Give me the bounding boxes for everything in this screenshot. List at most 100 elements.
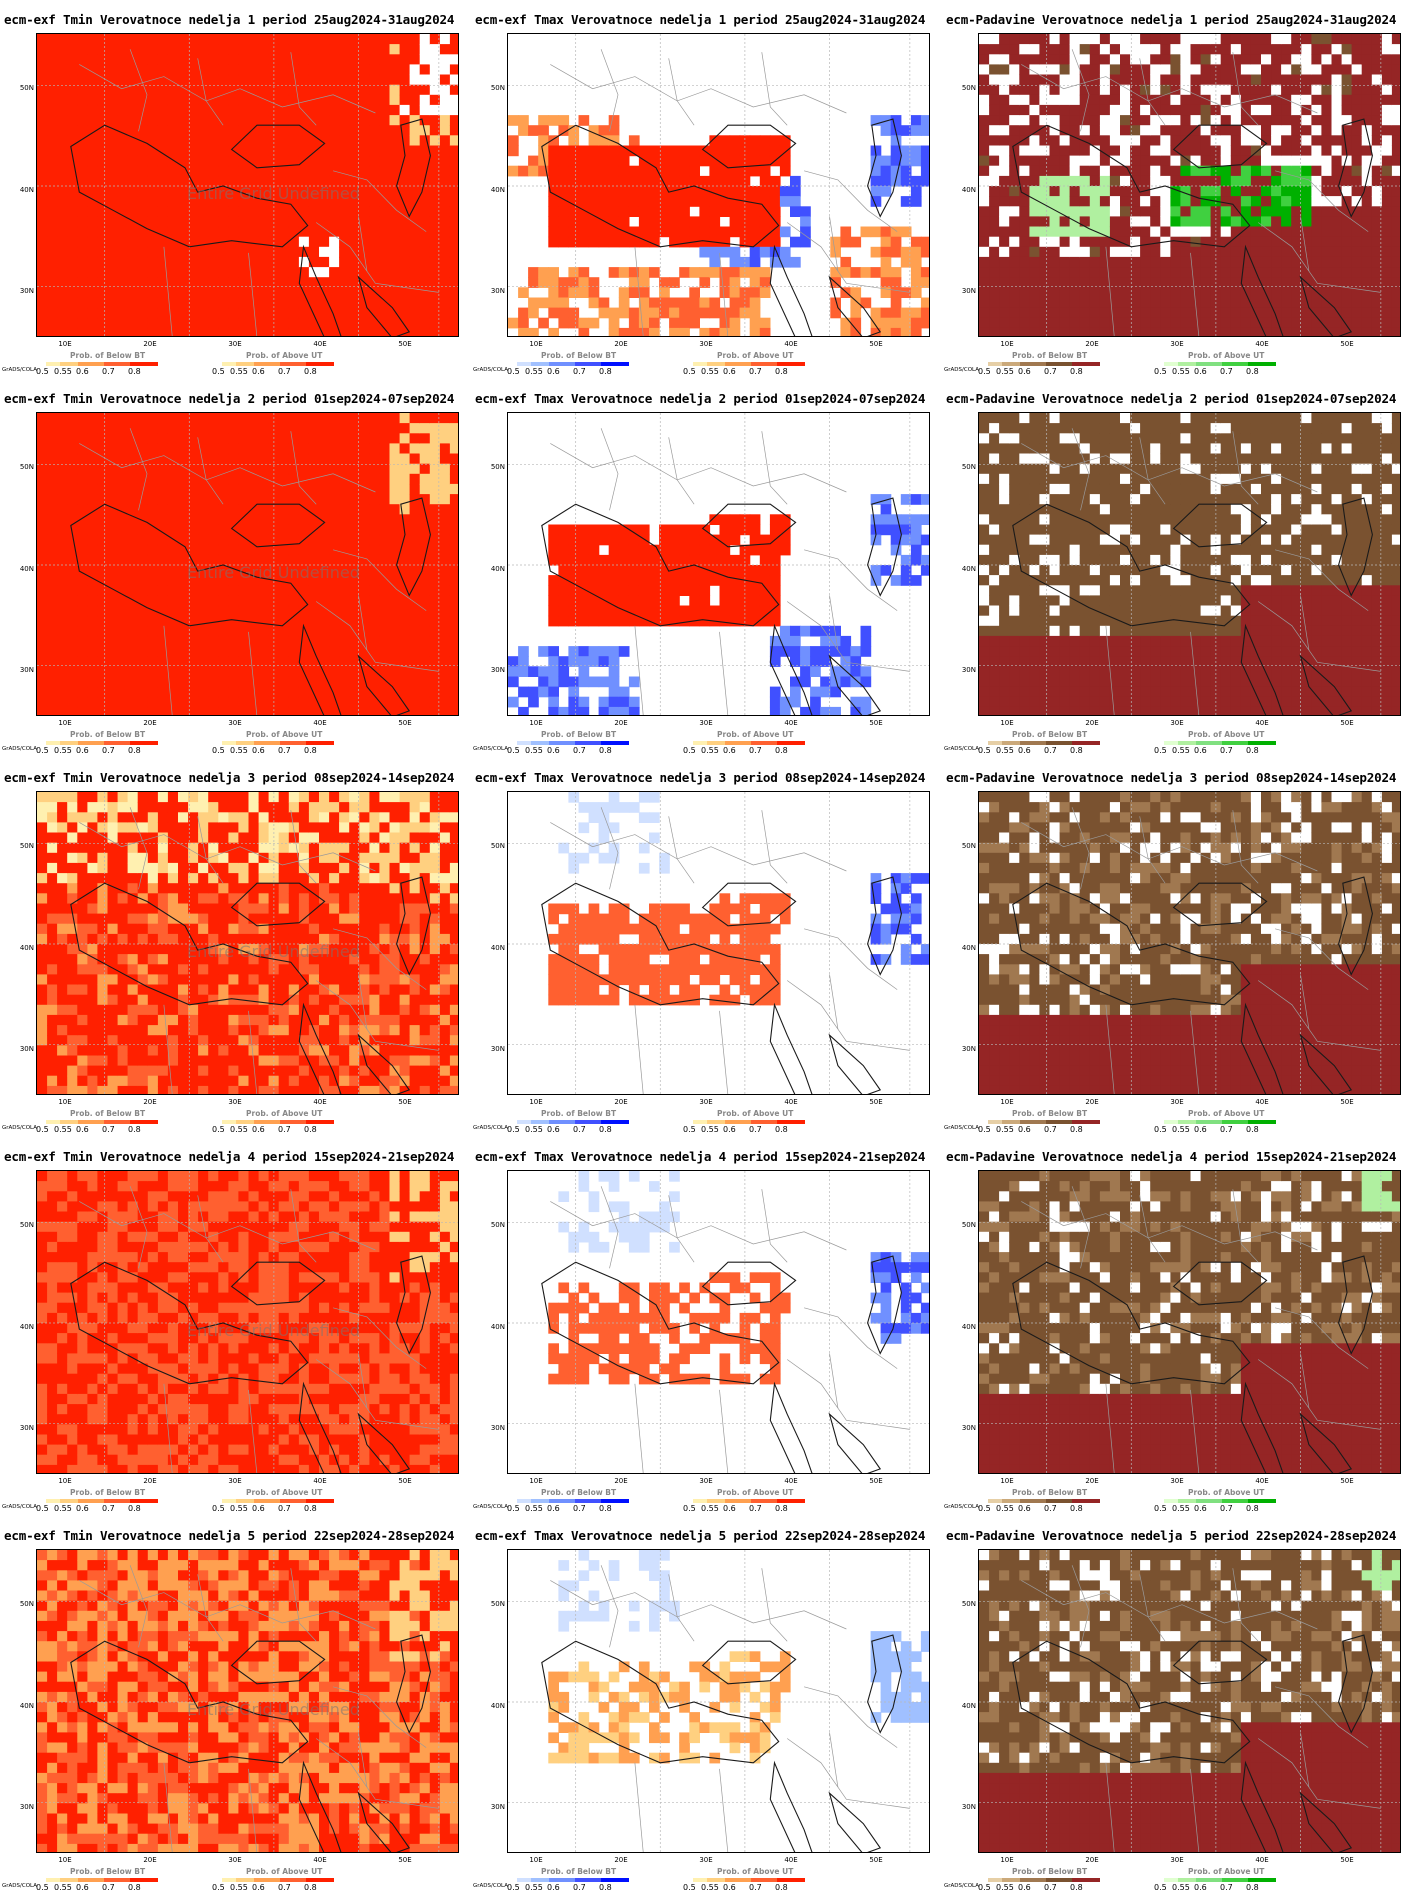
latitude-label: 30N [961, 666, 976, 674]
latitude-label: 40N [490, 565, 505, 573]
longitude-label: 50E [869, 719, 883, 727]
above-colorbar-swatch [693, 1878, 707, 1882]
graticule [979, 34, 1400, 336]
above-colorbar-swatch [280, 1878, 306, 1882]
below-colorbar-swatch [1002, 1120, 1020, 1124]
above-colorbar-tick: 0.5 [1154, 367, 1167, 376]
above-colorbar-tick: 0.8 [775, 367, 788, 376]
below-colorbar-swatch [78, 1499, 104, 1503]
above-colorbar-tick: 0.8 [304, 367, 317, 376]
below-colorbar-tick: 0.55 [525, 367, 543, 376]
below-colorbar-tick: 0.5 [507, 1504, 520, 1513]
coastlines [1012, 876, 1373, 1094]
below-colorbar-swatch [549, 1120, 575, 1124]
map-svg [37, 1171, 458, 1473]
grads-credit: GrADS/COLA [944, 1883, 979, 1889]
below-colorbar-title: Prob. of Below BT [70, 730, 146, 739]
longitude-label: 10E [1000, 1477, 1014, 1485]
map-area [978, 791, 1401, 1095]
grads-credit: GrADS/COLA [2, 1125, 37, 1131]
longitude-label: 10E [1000, 1098, 1014, 1106]
above-colorbar-tick: 0.8 [304, 1504, 317, 1513]
below-colorbar-title: Prob. of Below BT [70, 351, 146, 360]
below-colorbar-tick: 0.6 [547, 1883, 560, 1892]
country-borders [79, 807, 439, 1094]
below-colorbar-tick: 0.55 [54, 746, 72, 755]
below-colorbar-swatch [1020, 1499, 1046, 1503]
above-colorbar-swatch [1248, 362, 1276, 366]
below-colorbar-tick: 0.8 [1070, 367, 1083, 376]
probability-field [979, 1550, 1400, 1852]
above-colorbar-swatch [236, 362, 254, 366]
map-area: Entire Grid Undefined [36, 1549, 459, 1853]
map-svg [508, 1171, 929, 1473]
above-colorbar-swatch [280, 741, 306, 745]
above-colorbar-tick: 0.8 [304, 746, 317, 755]
map-panel-tmin-week-1: ecm-exf Tmin Verovatnoce nedelja 1 perio… [0, 0, 471, 379]
latitude-label: 40N [961, 1702, 976, 1710]
above-colorbar-swatch [254, 1499, 280, 1503]
longitude-label: 20E [1085, 1856, 1099, 1864]
country-borders [79, 49, 439, 336]
latitude-label: 50N [961, 463, 976, 471]
below-colorbar-title: Prob. of Below BT [541, 1488, 617, 1497]
below-colorbar-tick: 0.6 [76, 1883, 89, 1892]
map-svg [979, 1171, 1400, 1473]
below-colorbar-tick: 0.55 [54, 1883, 72, 1892]
below-colorbar-tick: 0.5 [978, 367, 991, 376]
above-colorbar-title: Prob. of Above UT [246, 1488, 323, 1497]
coastlines [541, 1634, 902, 1852]
below-colorbar-swatch [517, 362, 531, 366]
below-colorbar-strip [988, 1499, 1100, 1503]
below-colorbar-tick: 0.7 [1044, 746, 1057, 755]
longitude-label: 40E [784, 1477, 798, 1485]
longitude-label: 40E [1255, 719, 1269, 727]
below-colorbar-strip [46, 1878, 158, 1882]
map-panel-tmax-week-5: ecm-exf Tmax Verovatnoce nedelja 5 perio… [471, 1516, 942, 1895]
below-colorbar-tick: 0.7 [102, 1504, 115, 1513]
above-colorbar-swatch [725, 741, 751, 745]
longitude-label: 30E [1170, 719, 1184, 727]
map-area: Entire Grid Undefined [36, 1170, 459, 1474]
above-colorbar-tick: 0.7 [278, 1883, 291, 1892]
below-colorbar-strip [988, 741, 1100, 745]
longitude-label: 30E [228, 1098, 242, 1106]
country-borders [1021, 1186, 1381, 1473]
coastlines [541, 497, 902, 715]
latitude-label: 30N [490, 287, 505, 295]
below-colorbar-tick: 0.6 [1018, 1504, 1031, 1513]
latitude-label: 40N [961, 944, 976, 952]
longitude-label: 40E [784, 1856, 798, 1864]
longitude-label: 20E [614, 719, 628, 727]
panel-title: ecm-Padavine Verovatnoce nedelja 1 perio… [946, 12, 1397, 27]
above-colorbar-swatch [236, 1499, 254, 1503]
longitude-label: 10E [58, 1477, 72, 1485]
above-colorbar-swatch [1164, 1120, 1178, 1124]
above-colorbar-tick: 0.6 [723, 746, 736, 755]
above-colorbar-swatch [306, 362, 334, 366]
country-borders [79, 428, 439, 715]
below-colorbar-title: Prob. of Below BT [70, 1867, 146, 1876]
below-colorbar-tick: 0.7 [1044, 1125, 1057, 1134]
above-colorbar-tick: 0.5 [683, 1504, 696, 1513]
below-colorbar-tick: 0.6 [547, 746, 560, 755]
below-colorbar-swatch [575, 1878, 601, 1882]
longitude-label: 40E [313, 340, 327, 348]
below-colorbar-tick: 0.5 [507, 1125, 520, 1134]
above-colorbar-tick: 0.5 [212, 367, 225, 376]
panel-title: ecm-Padavine Verovatnoce nedelja 4 perio… [946, 1149, 1397, 1164]
below-colorbar-tick: 0.7 [1044, 367, 1057, 376]
map-area [978, 1170, 1401, 1474]
below-colorbar-tick: 0.7 [1044, 1883, 1057, 1892]
below-colorbar-swatch [988, 1499, 1002, 1503]
below-colorbar-swatch [60, 1499, 78, 1503]
below-colorbar-tick: 0.6 [76, 1125, 89, 1134]
longitude-label: 50E [398, 1098, 412, 1106]
map-panel-precip-week-5: ecm-Padavine Verovatnoce nedelja 5 perio… [942, 1516, 1413, 1895]
above-colorbar-strip [693, 362, 805, 366]
coastlines [70, 1255, 431, 1473]
below-colorbar-tick: 0.6 [76, 367, 89, 376]
above-colorbar-tick: 0.6 [252, 1883, 265, 1892]
latitude-label: 40N [19, 565, 34, 573]
below-colorbar-tick: 0.7 [1044, 1504, 1057, 1513]
